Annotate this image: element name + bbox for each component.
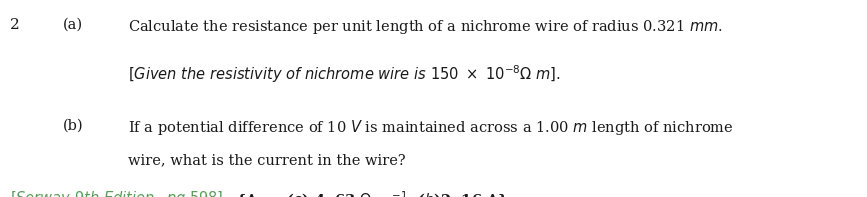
Text: If a potential difference of 10 $\it{V}$ is maintained across a 1.00 $\it{m}$ le: If a potential difference of 10 $\it{V}$…	[128, 118, 734, 137]
Text: (a): (a)	[62, 18, 82, 32]
Text: $\it{[Given\ the\ resistivity\ of\ nichrome\ wire\ is}$ $150\ \times\ 10^{-8}\Om: $\it{[Given\ the\ resistivity\ of\ nichr…	[128, 63, 561, 85]
Text: 2: 2	[10, 18, 20, 32]
Text: (b): (b)	[62, 118, 83, 132]
Text: $\it{[Serway\ 9th\ Edition,\ pg\ 598]}$: $\it{[Serway\ 9th\ Edition,\ pg\ 598]}$	[10, 189, 224, 197]
Text: Calculate the resistance per unit length of a nichrome wire of radius 0.321 $\it: Calculate the resistance per unit length…	[128, 18, 723, 36]
Text: {Ans: ($\it{a}$) 4. 63 $\Omega$ m$^{-1}$, ($\it{b}$)2. 16 A}: {Ans: ($\it{a}$) 4. 63 $\Omega$ m$^{-1}$…	[236, 189, 507, 197]
Text: wire, what is the current in the wire?: wire, what is the current in the wire?	[128, 154, 406, 168]
